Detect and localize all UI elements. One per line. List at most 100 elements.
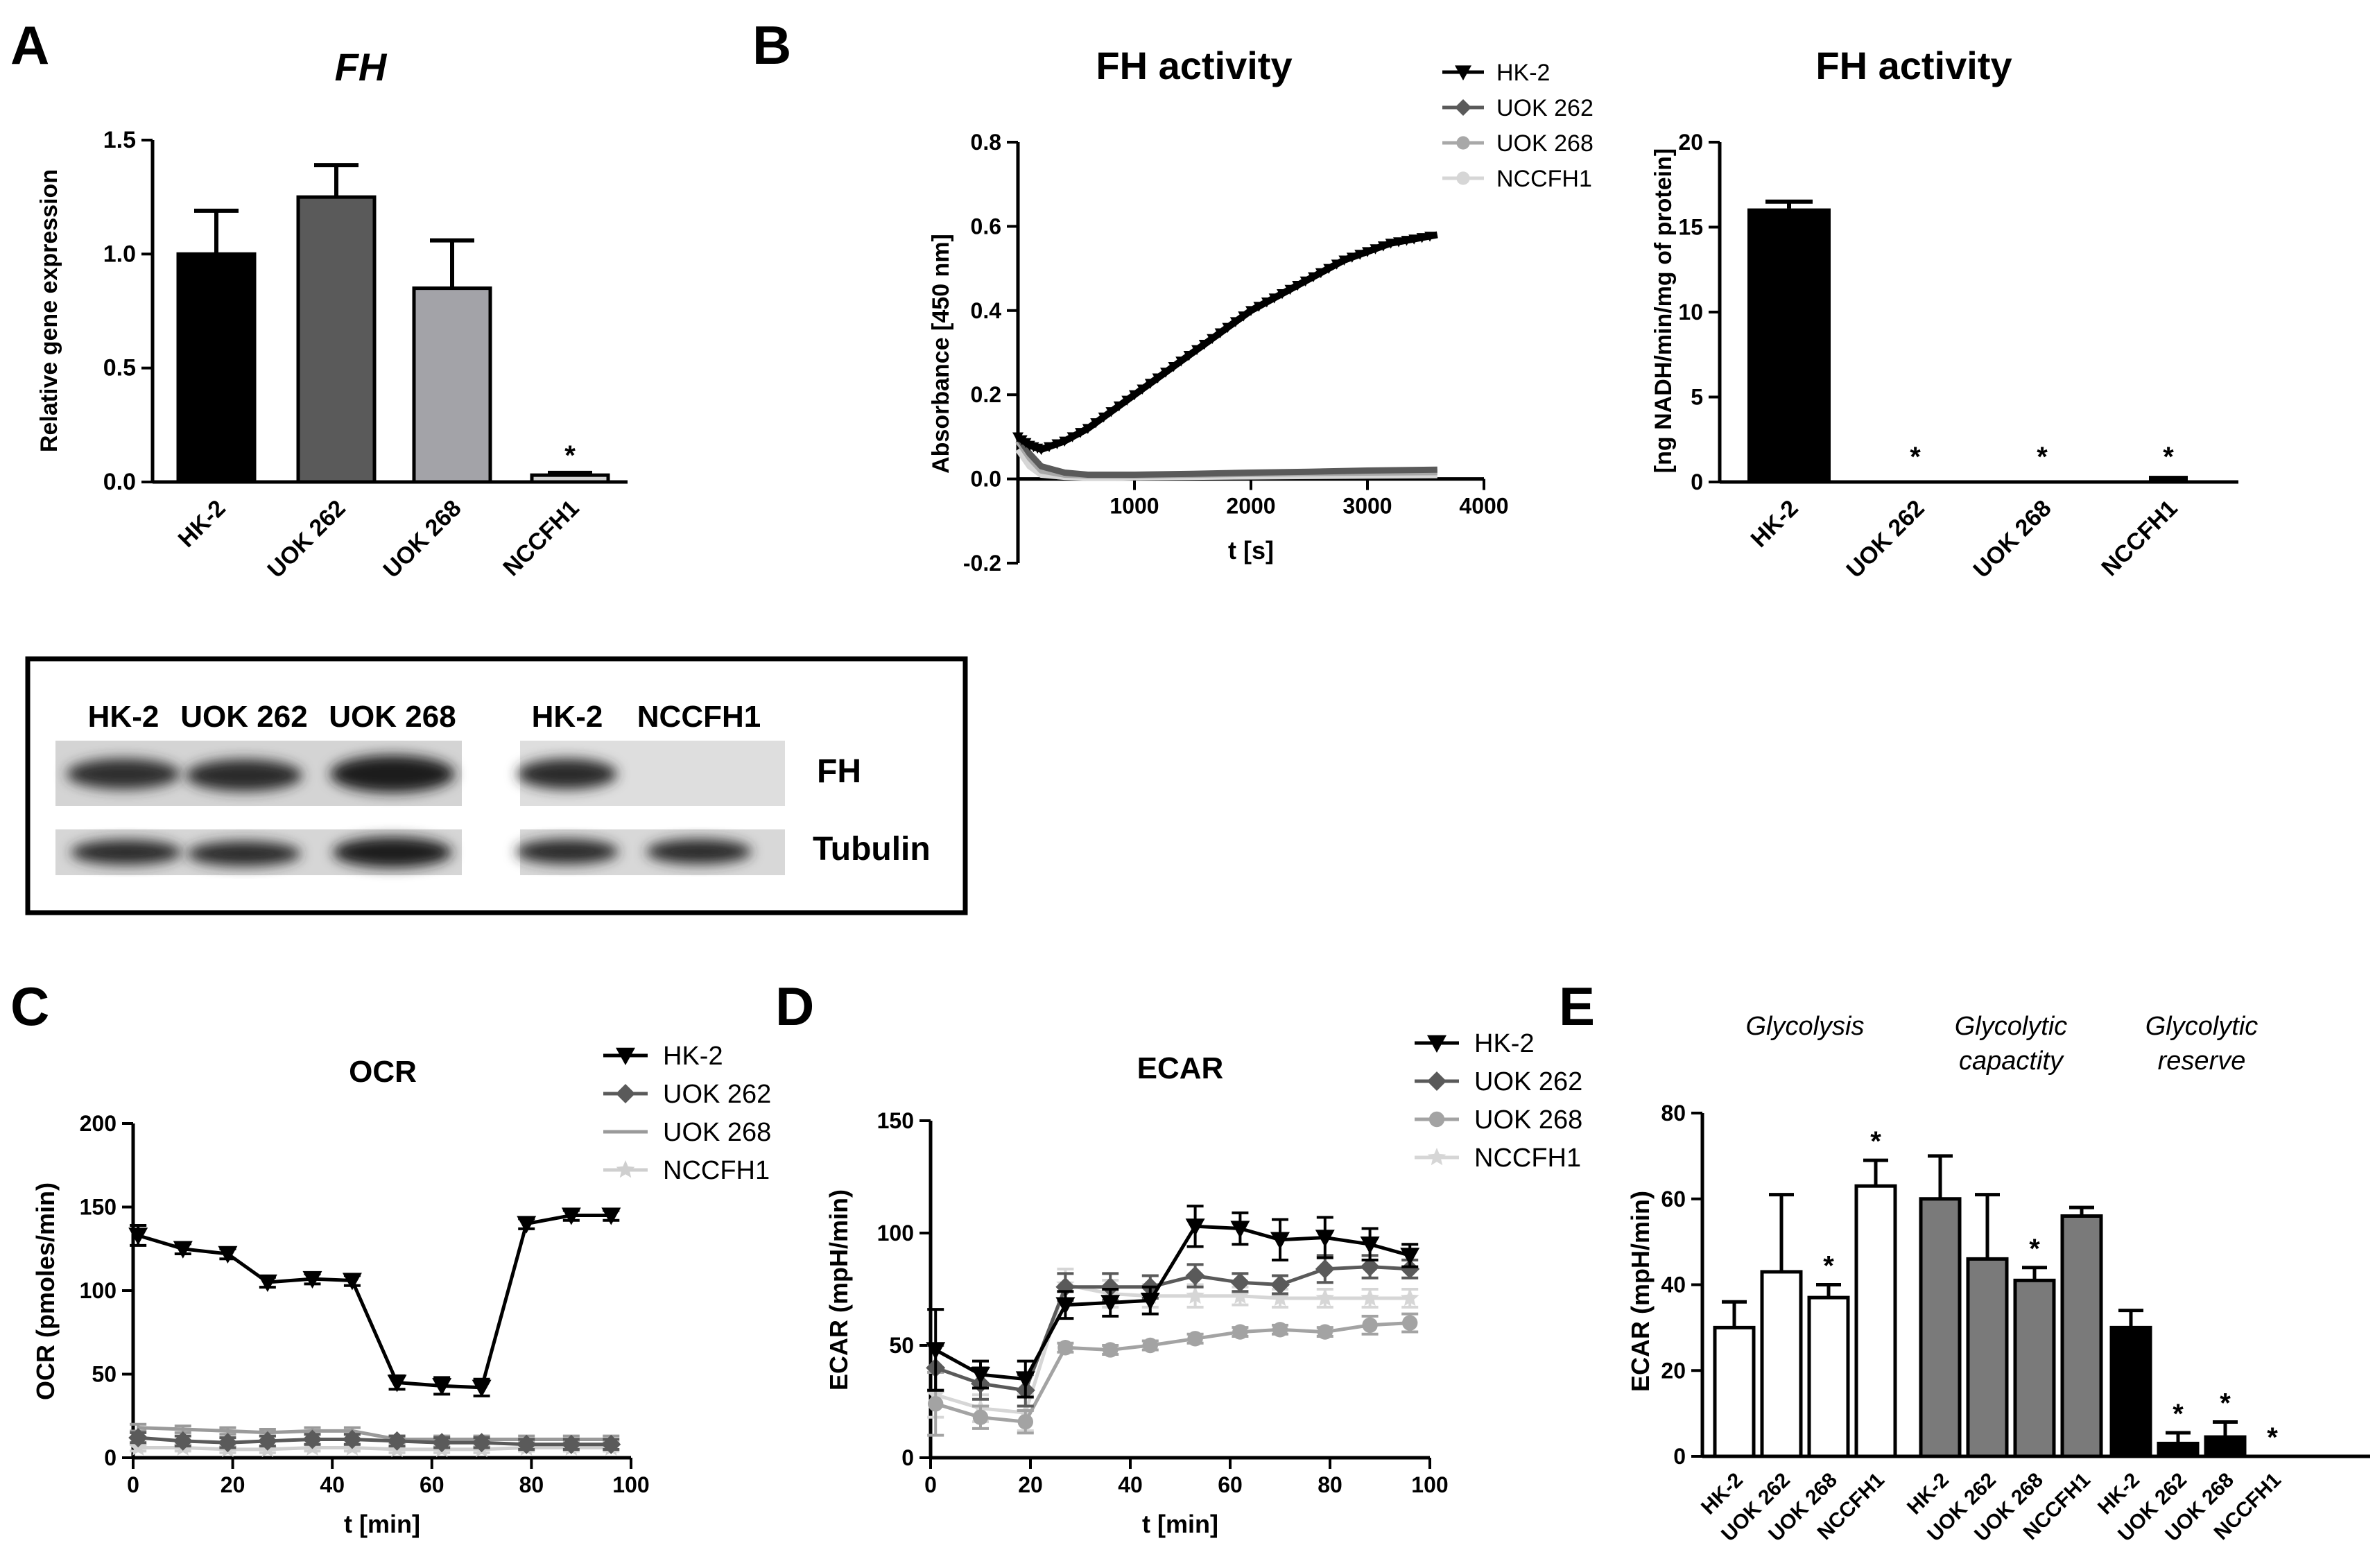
chart-d-ecar: ECAR 0 50 100 150 0 20 40 60 80 100 ECAR (mpH/min) t… [824, 1029, 1582, 1538]
bar [1966, 1257, 2009, 1458]
group-title: reserve [2158, 1046, 2246, 1076]
data-point-marker [1129, 390, 1140, 401]
legend-label: UOK 262 [663, 1080, 771, 1109]
group-title: capactity [1959, 1046, 2064, 1076]
significance-star: * [2267, 1422, 2278, 1453]
x-tick-label: 100 [1411, 1472, 1448, 1497]
bar [2149, 476, 2188, 482]
data-point-marker [1055, 1297, 1076, 1315]
significance-star: * [1823, 1251, 1834, 1282]
data-point-marker [517, 1216, 537, 1234]
data-point-marker [1416, 233, 1428, 243]
data-point-marker [1360, 1237, 1380, 1255]
data-point-marker [342, 1273, 362, 1291]
data-point-marker [1402, 1315, 1418, 1331]
x-axis-title: t [min] [344, 1510, 420, 1538]
data-point-marker [257, 1431, 277, 1451]
data-point-marker [302, 1429, 322, 1449]
data-point-marker [1331, 259, 1342, 270]
y-tick-label: 150 [877, 1108, 914, 1133]
data-point-marker [1103, 1342, 1119, 1358]
data-point-marker [1362, 247, 1373, 257]
series-line [935, 1282, 1410, 1415]
x-tick-label: 20 [221, 1472, 245, 1497]
y-tick-label: 60 [1661, 1187, 1686, 1212]
blot-band [67, 759, 180, 789]
data-point-marker [1100, 1295, 1121, 1313]
y-tick-label: 20 [1661, 1358, 1686, 1383]
data-point-marker [1377, 241, 1389, 252]
data-point-marker [1400, 1248, 1420, 1266]
data-point-marker [1370, 244, 1381, 255]
y-tick-label: 20 [1678, 130, 1703, 155]
series-line [1015, 435, 1437, 478]
data-point-marker [1424, 232, 1436, 242]
data-point-marker [1427, 1071, 1446, 1091]
data-point-marker [1140, 1293, 1160, 1311]
x-category-label: HK-2 [173, 495, 231, 553]
data-point-marker [1057, 1340, 1073, 1356]
x-tick-label: 40 [1118, 1472, 1143, 1497]
chart-title: OCR [349, 1055, 417, 1089]
y-tick-label: 0.5 [103, 355, 136, 381]
legend-label: UOK 262 [1496, 95, 1594, 121]
data-point-marker [1323, 264, 1335, 274]
x-category-label: UOK 262 [1842, 495, 1930, 583]
chart-title: FH activity [1815, 44, 2012, 87]
blot-row-label-fh: FH [817, 753, 861, 790]
blot-band [186, 759, 302, 791]
data-point-marker [1121, 395, 1133, 406]
bar [1807, 1295, 1850, 1458]
data-point-marker [1346, 252, 1358, 263]
data-point-marker [1098, 412, 1109, 423]
x-tick-label: 0 [127, 1472, 139, 1497]
y-axis-title: ECAR (mpH/min) [1626, 1191, 1655, 1392]
data-point-marker [1015, 1371, 1035, 1389]
data-point-marker [1222, 322, 1234, 334]
bar [1919, 1197, 1962, 1458]
data-point-marker [1105, 407, 1117, 417]
bar [1747, 208, 1831, 482]
group-title: Glycolysis [1745, 1012, 1864, 1041]
data-point-marker [1268, 293, 1280, 304]
data-point-marker [972, 1409, 989, 1425]
data-point-marker [173, 1241, 193, 1259]
y-tick-label: 15 [1678, 215, 1703, 240]
panel-label-c: C [10, 976, 49, 1037]
data-point-marker [561, 1434, 581, 1454]
legend-label: NCCFH1 [663, 1156, 770, 1185]
data-point-marker [1090, 418, 1102, 429]
chart-title: ECAR [1137, 1051, 1224, 1085]
significance-star: * [2220, 1388, 2231, 1419]
data-point-marker [1066, 432, 1078, 442]
y-tick-label: 80 [1661, 1101, 1686, 1126]
data-point-marker [1317, 1324, 1333, 1340]
data-point-marker [1261, 298, 1272, 308]
data-point-marker [1360, 1257, 1380, 1277]
series-line [935, 1321, 1410, 1424]
chart-c-ocr: OCR 0 50 100 150 200 0 20 40 60 80 100 OCR (pmoles/m… [31, 1042, 771, 1538]
legend-label: UOK 262 [1474, 1067, 1582, 1096]
x-tick-label: 40 [320, 1472, 345, 1497]
data-point-marker [616, 1047, 635, 1065]
y-tick-label: 0.0 [103, 469, 136, 495]
x-tick-label: 60 [1218, 1472, 1243, 1497]
blot-lane-label: NCCFH1 [637, 700, 761, 734]
data-point-marker [302, 1270, 322, 1289]
blot-band [330, 755, 455, 793]
legend-label: NCCFH1 [1496, 166, 1592, 192]
data-point-marker [601, 1434, 621, 1454]
data-point-marker [1284, 284, 1296, 295]
data-point-marker [1113, 401, 1125, 412]
data-point-marker [1051, 439, 1063, 449]
bar [2204, 1435, 2247, 1458]
blot-frame [25, 656, 968, 915]
data-point-marker [387, 1375, 407, 1393]
significance-star: * [2029, 1234, 2040, 1264]
data-point-marker [1168, 362, 1180, 372]
y-tick-label: -0.2 [963, 551, 1001, 576]
data-point-marker [1198, 339, 1210, 350]
